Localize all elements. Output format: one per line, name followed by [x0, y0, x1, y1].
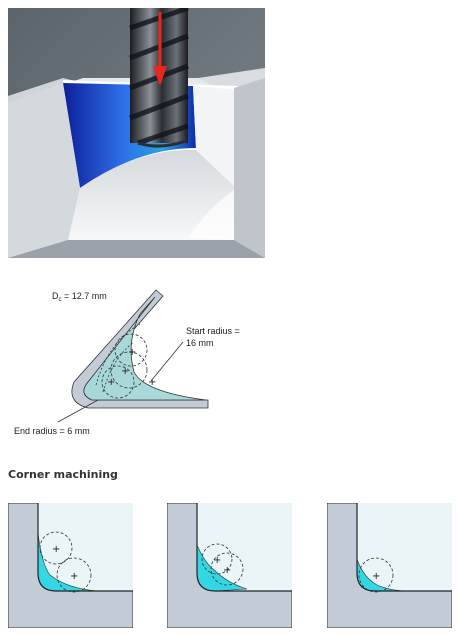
- svg-text:+: +: [52, 544, 60, 555]
- dc-symbol: D: [52, 291, 59, 301]
- svg-text:+: +: [107, 377, 115, 388]
- svg-text:+: +: [70, 571, 78, 582]
- corner-stage-1-icon: + +: [8, 503, 133, 628]
- svg-text:+: +: [121, 366, 129, 377]
- corner-stage-3-icon: +: [327, 503, 452, 628]
- svg-text:+: +: [213, 555, 221, 566]
- svg-text:+: +: [128, 347, 136, 358]
- svg-text:+: +: [148, 377, 156, 388]
- svg-text:+: +: [372, 571, 380, 582]
- downward-arrow-icon: [153, 12, 167, 86]
- svg-text:Dc = 12.7 mm: Dc = 12.7 mm: [52, 291, 107, 303]
- corner-stage-2-icon: + +: [167, 503, 292, 628]
- start-radius-line1: Start radius =: [186, 326, 240, 336]
- end-radius-label: End radius = 6 mm: [14, 426, 90, 436]
- radius-diagram: + + + + Dc = 12.7 mm Start radius = 16 m…: [14, 289, 240, 436]
- svg-text:+: +: [223, 565, 231, 576]
- dc-subscript: c: [59, 297, 62, 303]
- section-title: Corner machining: [8, 468, 118, 481]
- plunge-milling-illustration: [8, 8, 265, 258]
- dc-value: = 12.7 mm: [62, 291, 107, 301]
- start-radius-line2: 16 mm: [186, 338, 214, 348]
